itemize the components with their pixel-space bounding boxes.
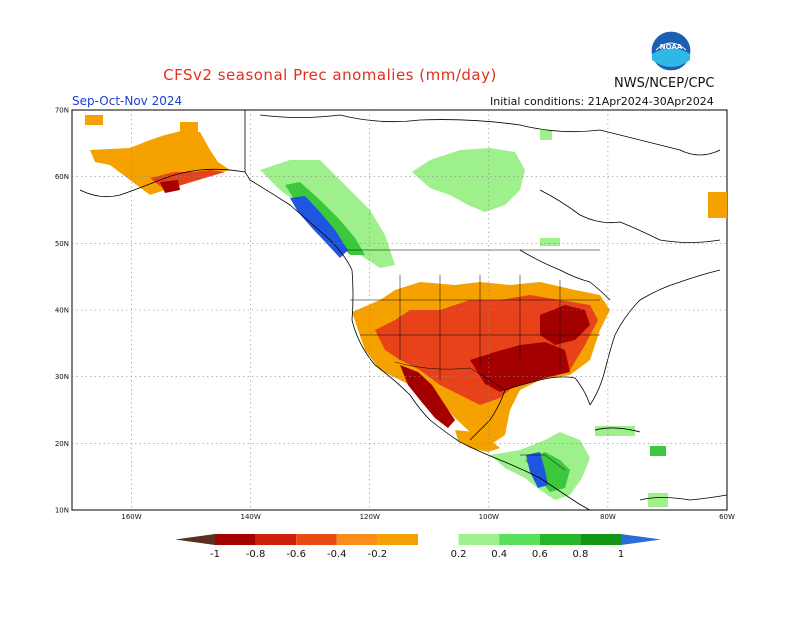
political-borders bbox=[345, 249, 600, 471]
colorbar-label: 1 bbox=[618, 549, 624, 560]
coastlines bbox=[79, 110, 728, 511]
lat-label: 60N bbox=[55, 173, 69, 181]
map-title: CFSv2 seasonal Prec anomalies (mm/day) bbox=[163, 66, 497, 84]
caribbean-wet-light bbox=[595, 426, 635, 436]
lon-label: 60W bbox=[719, 513, 735, 521]
lat-label: 20N bbox=[55, 440, 69, 448]
noaa-logo: NOAA bbox=[650, 30, 692, 72]
us-dry-strong-south bbox=[470, 342, 570, 392]
colorbar-swatch bbox=[215, 534, 256, 545]
lon-label: 100W bbox=[479, 513, 499, 521]
canada-wet-light-3 bbox=[540, 238, 560, 246]
mexico-dry-strong bbox=[400, 365, 455, 428]
lat-label: 10N bbox=[55, 507, 69, 515]
longitude-labels: 160W 140W 120W 100W 80W 60W bbox=[121, 513, 735, 521]
colorbar-label: 0.6 bbox=[532, 549, 548, 560]
sa-wet-light bbox=[648, 493, 668, 507]
alaska-dry-light-3 bbox=[180, 122, 198, 132]
colorbar-label: -0.8 bbox=[246, 549, 266, 560]
colorbar-label: -0.2 bbox=[368, 549, 388, 560]
colorbar-swatch bbox=[255, 534, 297, 545]
lat-label: 50N bbox=[55, 240, 69, 248]
colorbar-right-arrow bbox=[621, 534, 661, 545]
colorbar-label: 0.2 bbox=[451, 549, 467, 560]
lon-label: 140W bbox=[240, 513, 260, 521]
bc-coast-wet-extreme bbox=[290, 196, 348, 258]
colorbar-swatch bbox=[418, 534, 459, 545]
colorbar-label: -0.4 bbox=[327, 549, 347, 560]
canada-wet-light-2 bbox=[540, 130, 552, 140]
colorbar-label: 0.8 bbox=[572, 549, 588, 560]
central-america-wet-extreme bbox=[526, 452, 548, 488]
colorbar-swatch bbox=[296, 534, 337, 545]
graticule bbox=[72, 110, 727, 510]
initial-conditions-label: Initial conditions: 21Apr2024-30Apr2024 bbox=[490, 95, 714, 108]
colorbar-label: -0.6 bbox=[286, 549, 306, 560]
lon-label: 120W bbox=[360, 513, 380, 521]
season-label: Sep-Oct-Nov 2024 bbox=[72, 94, 183, 108]
colorbar-swatch bbox=[458, 534, 500, 545]
colorbar-swatch bbox=[377, 534, 418, 545]
colorbar-swatch bbox=[499, 534, 540, 545]
lat-label: 70N bbox=[55, 107, 69, 115]
lon-label: 80W bbox=[600, 513, 616, 521]
lat-label: 30N bbox=[55, 373, 69, 381]
yucatan-dry-light bbox=[455, 430, 500, 452]
agency-label: NWS/NCEP/CPC bbox=[614, 76, 715, 91]
anomaly-shading bbox=[85, 115, 727, 507]
alaska-dry-strong bbox=[160, 180, 180, 193]
canada-wet-light bbox=[412, 148, 525, 212]
alaska-dry-light-2 bbox=[85, 115, 103, 125]
colorbar-swatch bbox=[580, 534, 621, 545]
colorbar-left-arrow bbox=[175, 534, 215, 545]
colorbar-swatch bbox=[539, 534, 581, 545]
lon-label: 160W bbox=[121, 513, 141, 521]
colorbar-label: 0.4 bbox=[491, 549, 507, 560]
ne-canada-dry bbox=[708, 192, 727, 218]
colorbar: -1 -0.8 -0.6 -0.4 -0.2 0.2 0.4 0.6 0.8 1 bbox=[175, 534, 661, 560]
colorbar-label: -1 bbox=[210, 549, 220, 560]
logo-text: NOAA bbox=[660, 43, 683, 51]
colorbar-swatch bbox=[336, 534, 378, 545]
latitude-labels: 70N 60N 50N 40N 30N 20N 10N bbox=[55, 107, 69, 515]
caribbean-wet-mod bbox=[650, 446, 666, 456]
lat-label: 40N bbox=[55, 307, 69, 315]
